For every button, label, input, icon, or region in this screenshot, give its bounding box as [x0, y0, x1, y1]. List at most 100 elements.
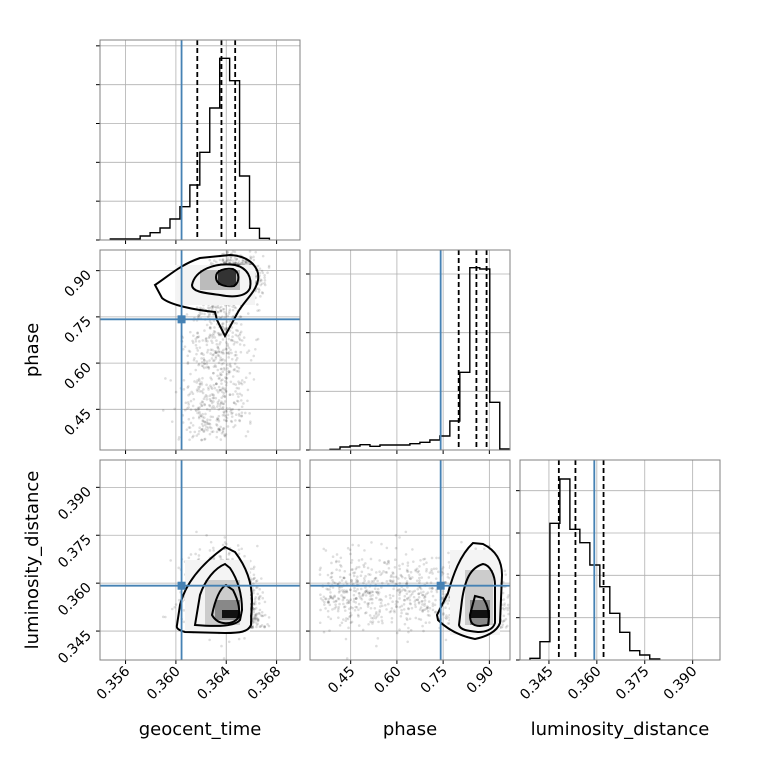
truth-marker — [178, 582, 186, 590]
sample-point — [187, 406, 190, 409]
sample-point — [365, 594, 368, 597]
sample-point — [222, 414, 225, 417]
sample-point — [240, 351, 243, 354]
sample-point — [253, 573, 256, 576]
sample-point — [195, 434, 198, 437]
sample-point — [198, 388, 201, 391]
sample-point — [227, 414, 230, 417]
sample-point — [240, 547, 243, 550]
sample-point — [227, 425, 230, 428]
sample-point — [234, 419, 237, 422]
sample-point — [202, 357, 205, 360]
sample-point — [209, 426, 212, 429]
hist-bar — [250, 228, 260, 240]
sample-point — [206, 344, 209, 347]
sample-point — [198, 426, 201, 429]
sample-point — [323, 603, 326, 606]
sample-point — [186, 428, 189, 431]
sample-point — [225, 260, 228, 263]
sample-point — [205, 337, 208, 340]
sample-point — [235, 413, 238, 416]
sample-point — [241, 383, 244, 386]
sample-point — [231, 335, 234, 338]
sample-point — [259, 267, 262, 270]
sample-point — [225, 390, 228, 393]
sample-point — [196, 349, 199, 352]
sample-point — [224, 400, 227, 403]
sample-point — [186, 386, 189, 389]
hist-bar — [170, 219, 180, 240]
sample-point — [195, 353, 198, 356]
sample-point — [342, 603, 345, 606]
sample-point — [430, 590, 433, 593]
sample-point — [400, 609, 403, 612]
sample-point — [206, 408, 209, 411]
sample-point — [178, 436, 181, 439]
sample-point — [405, 531, 408, 534]
sample-point — [203, 362, 206, 365]
sample-point — [189, 373, 192, 376]
sample-point — [240, 399, 243, 402]
sample-point — [206, 360, 209, 363]
sample-point — [255, 339, 258, 342]
sample-point — [255, 276, 258, 279]
sample-point — [252, 256, 255, 259]
sample-point — [252, 578, 255, 581]
sample-point — [240, 323, 243, 326]
sample-point — [241, 405, 244, 408]
sample-point — [268, 625, 271, 628]
sample-point — [211, 336, 214, 339]
sample-point — [199, 382, 202, 385]
sample-point — [221, 352, 224, 355]
sample-point — [199, 307, 202, 310]
sample-point — [225, 341, 228, 344]
sample-point — [194, 553, 197, 556]
sample-point — [198, 340, 201, 343]
sample-point — [237, 395, 240, 398]
truth-marker — [178, 315, 186, 323]
sample-point — [264, 279, 267, 282]
sample-point — [220, 363, 223, 366]
sample-point — [213, 259, 216, 262]
sample-point — [209, 327, 212, 330]
sample-point — [199, 311, 202, 314]
sample-point — [183, 379, 186, 382]
sample-point — [212, 359, 215, 362]
sample-point — [241, 379, 244, 382]
sample-point — [214, 331, 217, 334]
sample-point — [217, 418, 220, 421]
sample-point — [219, 555, 222, 558]
sample-point — [234, 341, 237, 344]
sample-point — [229, 320, 232, 323]
sample-point — [218, 386, 221, 389]
sample-point — [212, 416, 215, 419]
sample-point — [235, 403, 238, 406]
sample-point — [369, 614, 372, 617]
sample-point — [252, 355, 255, 358]
sample-point — [228, 552, 231, 555]
sample-point — [219, 372, 222, 375]
sample-point — [211, 387, 214, 390]
sample-point — [212, 405, 215, 408]
sample-point — [218, 428, 221, 431]
sample-point — [190, 553, 193, 556]
sample-point — [218, 362, 221, 365]
sample-point — [198, 430, 201, 433]
sample-point — [259, 609, 262, 612]
sample-point — [227, 370, 230, 373]
sample-point — [190, 422, 193, 425]
sample-point — [268, 616, 271, 619]
sample-point — [227, 334, 230, 337]
sample-point — [202, 392, 205, 395]
sample-point — [223, 396, 226, 399]
sample-point — [183, 388, 186, 391]
sample-point — [225, 543, 228, 546]
sample-point — [189, 426, 192, 429]
sample-point — [248, 412, 251, 415]
sample-point — [210, 541, 213, 544]
sample-point — [217, 346, 220, 349]
sample-point — [189, 431, 192, 434]
sample-point — [238, 367, 241, 370]
sample-point — [238, 638, 241, 641]
